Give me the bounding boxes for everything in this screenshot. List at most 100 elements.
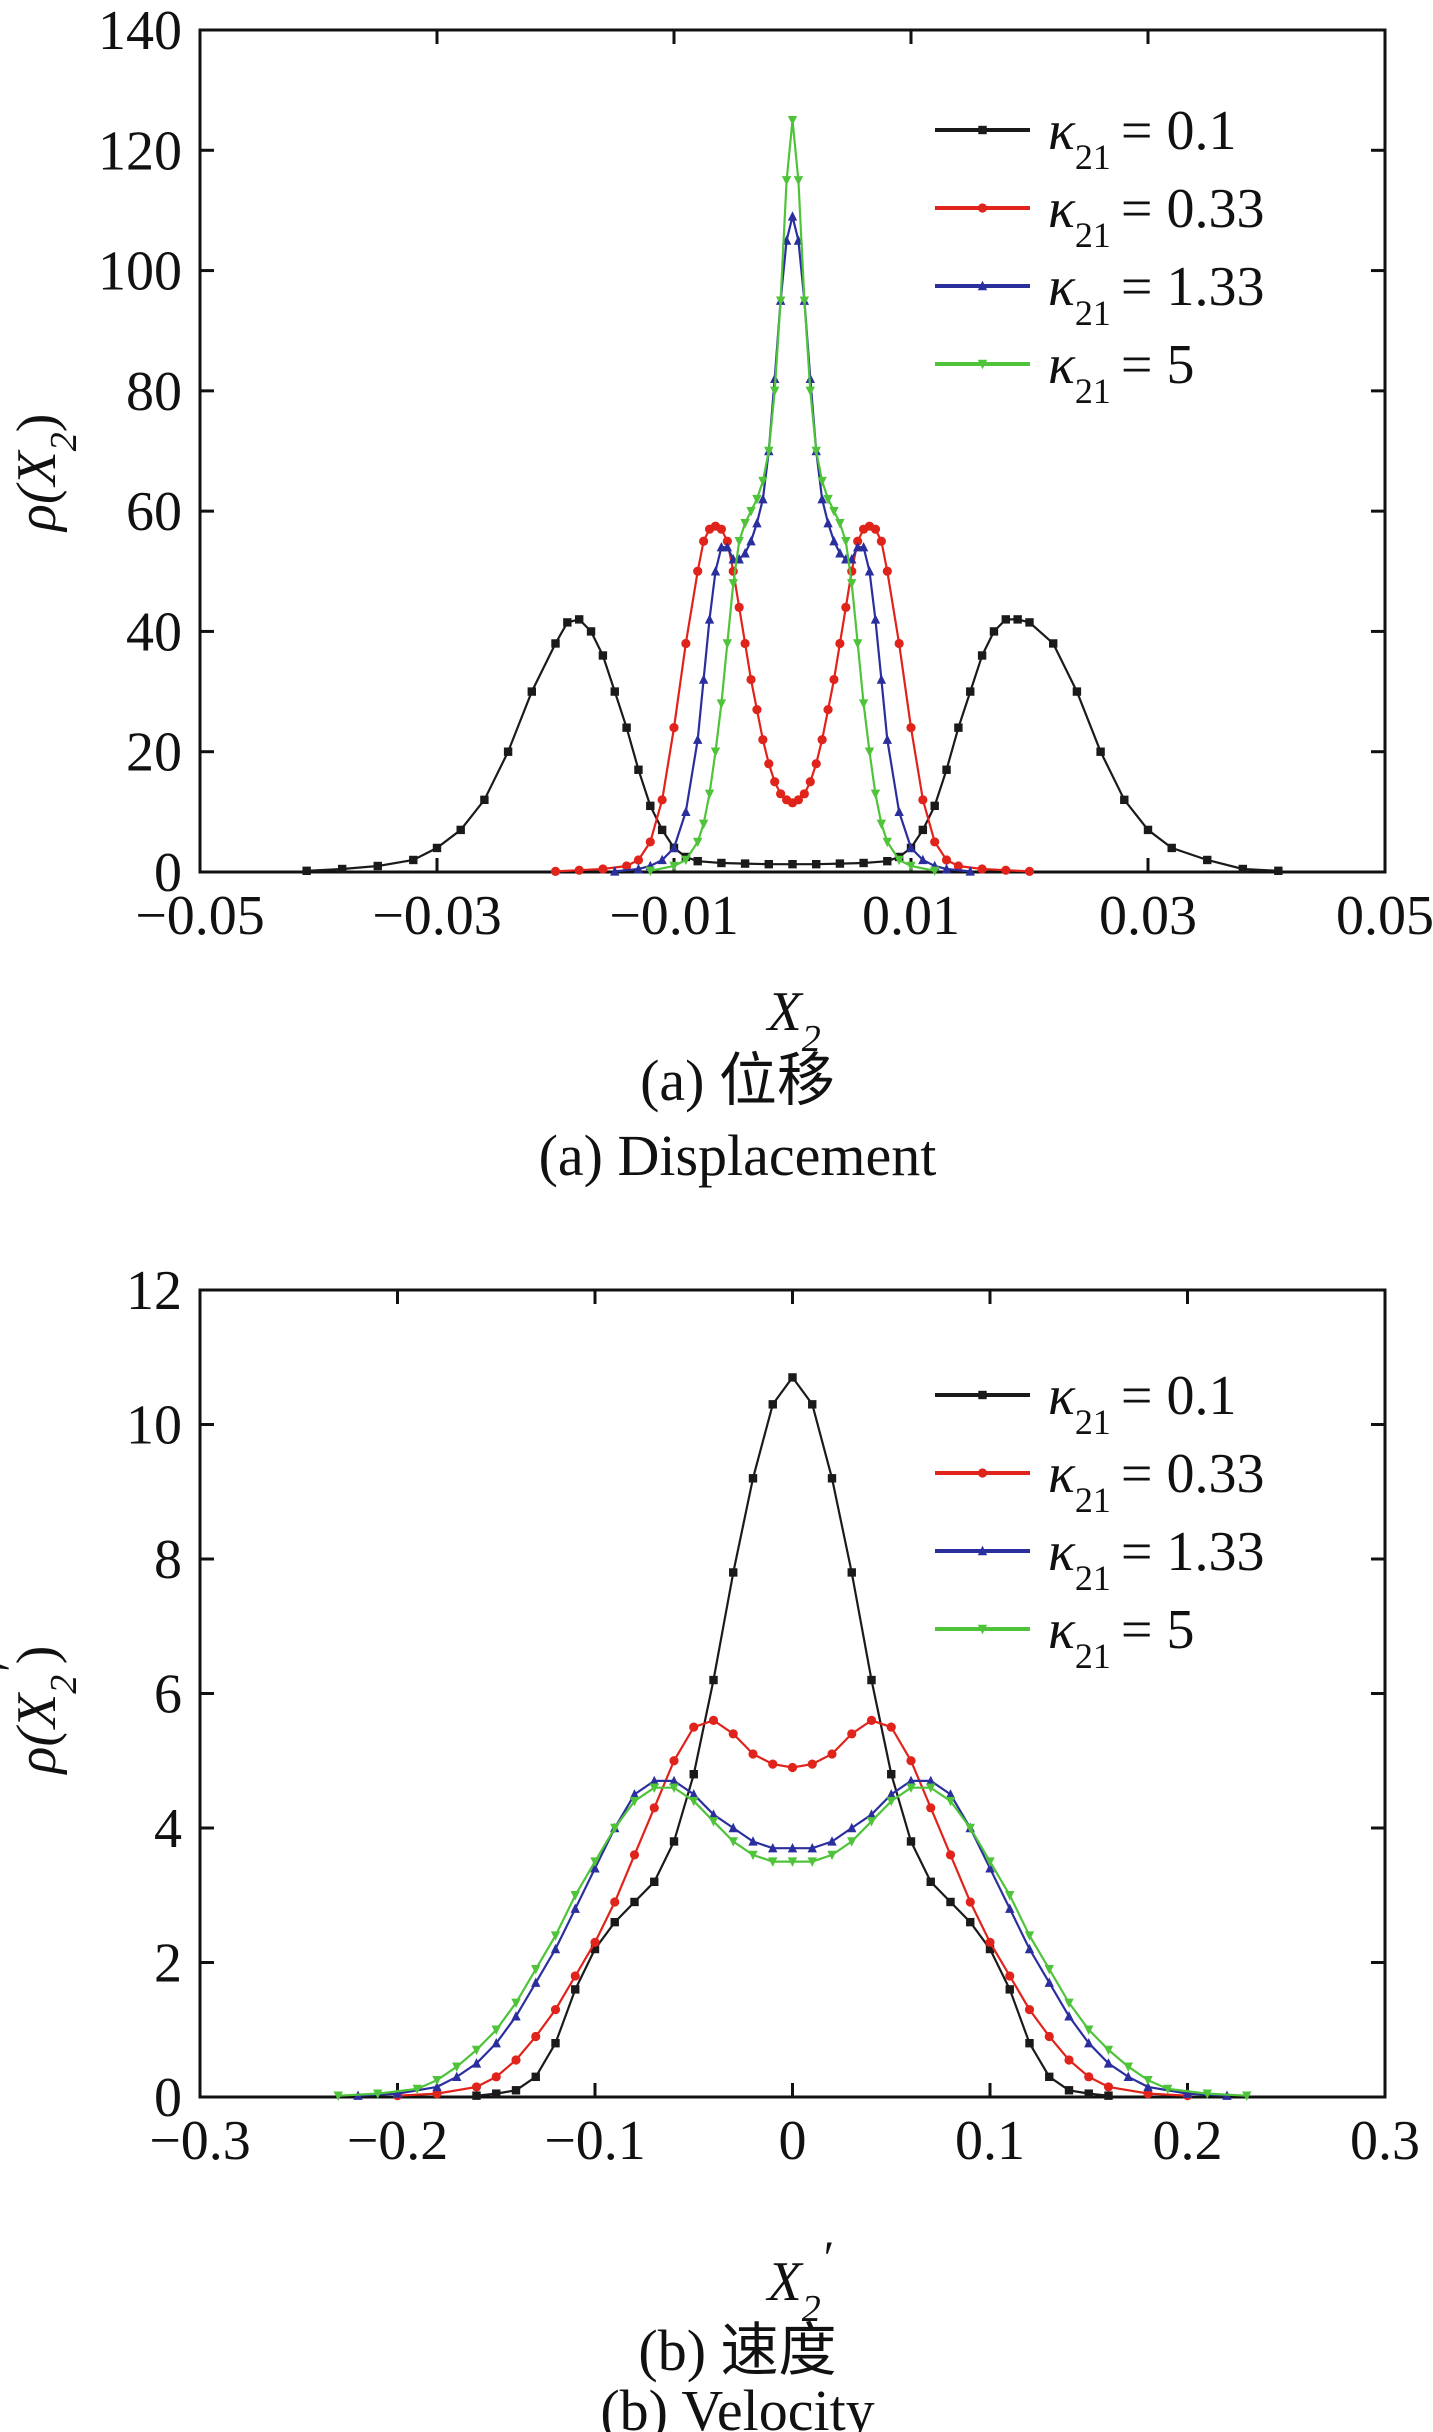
data-point — [870, 614, 881, 624]
legend-marker — [977, 1545, 988, 1556]
data-point — [883, 856, 892, 866]
data-point — [746, 536, 756, 546]
data-point — [867, 1675, 876, 1685]
data-point — [432, 2081, 442, 2092]
data-point — [1167, 843, 1176, 853]
data-point — [1024, 1931, 1035, 1941]
data-point — [882, 734, 892, 744]
data-point — [752, 494, 762, 505]
y-tick-label: 6 — [154, 1664, 182, 1726]
data-point — [906, 1783, 916, 1793]
data-point — [1024, 1943, 1035, 1954]
data-point — [787, 211, 798, 221]
data-point — [768, 1857, 778, 1867]
data-point — [629, 1850, 640, 1860]
x-axis-label: X2 — [766, 981, 821, 1060]
data-point — [693, 856, 702, 866]
data-point — [787, 1762, 798, 1773]
data-point — [610, 687, 619, 696]
data-point — [1025, 618, 1034, 627]
data-point — [511, 1998, 521, 2009]
data-point — [432, 2075, 442, 2086]
data-point — [841, 537, 851, 547]
data-point — [941, 855, 952, 865]
data-point — [551, 2039, 560, 2048]
data-point — [827, 1836, 837, 1846]
data-point — [827, 1850, 837, 1861]
data-point — [858, 699, 869, 709]
data-point — [531, 1977, 541, 1987]
caption-chinese: (b) 速度 — [638, 2318, 836, 2383]
data-point — [704, 614, 715, 624]
data-point — [693, 837, 703, 848]
data-point — [722, 536, 732, 546]
data-point — [989, 627, 999, 636]
data-point — [1096, 747, 1105, 756]
data-point — [531, 2031, 541, 2042]
data-point — [787, 1842, 798, 1853]
data-point — [882, 566, 892, 576]
data-point — [716, 699, 727, 709]
data-point — [866, 1817, 877, 1827]
series-line — [306, 618, 1279, 872]
data-point — [829, 536, 839, 546]
data-point — [729, 1568, 738, 1577]
data-point — [571, 1985, 580, 1994]
y-axis-label-text: ρ(X2′) — [0, 1646, 85, 1776]
data-point — [1238, 864, 1247, 874]
data-point — [1103, 2082, 1114, 2092]
data-point — [906, 1756, 916, 1766]
data-point — [1001, 615, 1010, 624]
y-tick-label: 80 — [126, 361, 182, 423]
data-point — [657, 795, 667, 805]
data-point — [511, 2055, 521, 2065]
data-point — [799, 296, 810, 306]
data-point — [633, 863, 644, 874]
data-point — [781, 176, 792, 186]
data-point — [1084, 2025, 1094, 2035]
data-point — [847, 1822, 857, 1833]
data-point — [610, 866, 620, 876]
data-point — [669, 723, 679, 733]
data-point — [852, 542, 863, 552]
data-point — [550, 1931, 561, 1941]
data-point — [471, 2058, 482, 2068]
data-point — [807, 1759, 817, 1769]
data-point — [827, 1749, 837, 1759]
data-point — [1044, 1965, 1054, 1975]
caption-english: (b) Velocity — [600, 2378, 874, 2432]
data-point — [472, 2091, 481, 2100]
data-point — [728, 1729, 738, 1739]
series-line — [614, 216, 971, 873]
data-point — [550, 2004, 561, 2015]
y-tick-label: 0 — [154, 842, 182, 904]
legend-label: κ21 = 1.33 — [1048, 256, 1264, 333]
data-point — [793, 176, 804, 186]
data-point — [859, 858, 868, 868]
y-tick-label: 140 — [98, 0, 182, 62]
y-tick-label: 4 — [154, 1798, 182, 1860]
data-point — [503, 747, 513, 756]
data-point — [787, 116, 798, 126]
data-point — [977, 651, 987, 660]
data-point — [708, 1809, 719, 1819]
legend-marker — [977, 280, 988, 291]
data-point — [758, 493, 768, 504]
data-point — [870, 524, 881, 534]
data-point — [1064, 2055, 1074, 2065]
data-point — [954, 723, 963, 732]
data-point — [823, 517, 833, 528]
data-point — [752, 517, 762, 528]
data-point — [953, 861, 964, 871]
data-point — [864, 566, 875, 576]
y-tick-label: 12 — [126, 1260, 182, 1322]
data-point — [1044, 1977, 1054, 1987]
data-point — [551, 639, 560, 648]
data-point — [709, 1675, 718, 1685]
data-point — [807, 1857, 817, 1867]
data-point — [793, 795, 804, 805]
data-point — [693, 734, 703, 744]
y-tick-label: 2 — [154, 1933, 182, 1995]
data-point — [906, 723, 916, 733]
data-point — [1202, 2089, 1212, 2099]
